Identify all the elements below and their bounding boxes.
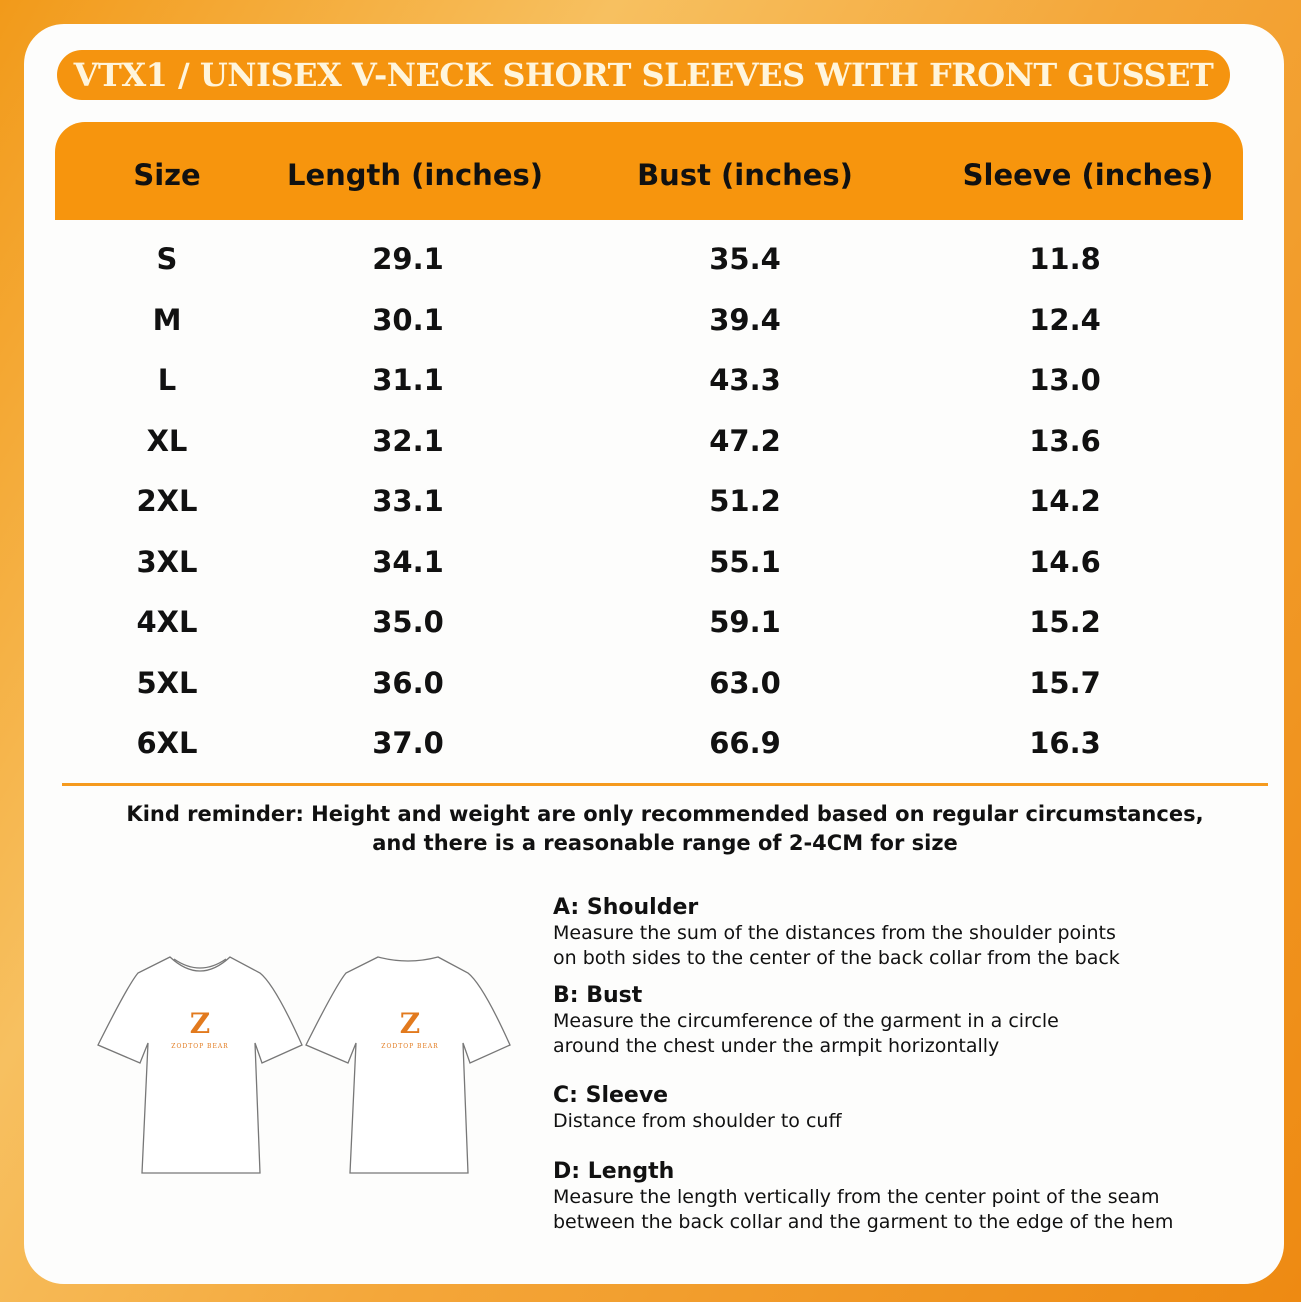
table-cell: 39.4 (709, 302, 781, 337)
reminder-line-1: Kind reminder: Height and weight are onl… (126, 802, 1204, 826)
table-cell: 15.7 (1029, 665, 1101, 700)
table-cell: 5XL (136, 665, 198, 700)
measurement-description: Distance from shoulder to cuff (553, 1110, 842, 1132)
table-cell: XL (146, 423, 188, 458)
table-cell: 33.1 (372, 484, 444, 518)
measurement-item: C: Sleeve Distance from shoulder to cuff (553, 1083, 1253, 1134)
table-cell: 34.1 (372, 544, 444, 579)
measurement-title: A: Shoulder (553, 895, 699, 920)
table-cell: 14.6 (1029, 544, 1101, 579)
table-cell: 35.4 (709, 242, 781, 276)
logo-text-front: ZODTOP BEAR (171, 1043, 228, 1050)
table-cell: 32.1 (372, 423, 444, 458)
measurement-description: between the back collar and the garment … (553, 1211, 1174, 1233)
divider (62, 783, 1268, 786)
table-cell: 37.0 (372, 726, 444, 760)
table-cell: 11.8 (1029, 242, 1101, 276)
table-cell: 15.2 (1029, 605, 1101, 639)
table-cell: 12.4 (1029, 302, 1101, 337)
table-cell: 51.2 (709, 484, 781, 518)
table-cell: 6XL (136, 726, 198, 760)
measurement-item: D: Length Measure the length vertically f… (553, 1159, 1253, 1235)
measurement-description: on both sides to the center of the back … (553, 947, 1120, 969)
tshirt-front: Z ZODTOP BEAR (97, 956, 303, 1174)
measurement-description: Measure the sum of the distances from th… (553, 922, 1116, 944)
measurement-description: Measure the circumference of the garment… (553, 1010, 1059, 1032)
table-cell: 35.0 (372, 605, 444, 639)
table-cell: M (152, 302, 182, 337)
column-header: Length (inches) (286, 158, 544, 192)
table-cell: 14.2 (1029, 484, 1101, 518)
column-header: Bust (inches) (637, 158, 853, 192)
measurement-description: around the chest under the armpit horizo… (553, 1035, 1000, 1057)
logo-z: Z (400, 1007, 420, 1040)
table-cell: 13.6 (1029, 423, 1101, 458)
measurement-description: Measure the length vertically from the c… (553, 1186, 1160, 1208)
table-cell: 47.2 (709, 423, 781, 458)
measurement-title: C: Sleeve (553, 1083, 669, 1108)
table-header (55, 122, 1243, 220)
table-cell: 4XL (136, 605, 198, 639)
logo-z: Z (190, 1007, 210, 1040)
measurement-title: D: Length (553, 1159, 675, 1184)
page-title: VTX1 / UNISEX V-NECK SHORT SLEEVES WITH … (57, 50, 1230, 100)
table-cell: 66.9 (709, 726, 781, 760)
table-cell: 13.0 (1029, 363, 1101, 397)
table-cell: 30.1 (372, 302, 444, 337)
table-cell: 3XL (136, 544, 198, 579)
table-cell: 36.0 (372, 665, 444, 700)
measurement-item: B: Bust Measure the circumference of the … (553, 983, 1253, 1059)
measurement-item: A: Shoulder Measure the sum of the distan… (553, 895, 1253, 971)
reminder-line-2: and there is a reasonable range of 2-4CM… (372, 831, 958, 855)
tshirt-back: Z ZODTOP BEAR (305, 956, 511, 1174)
column-header: Size (133, 158, 201, 192)
column-header: Sleeve (inches) (962, 158, 1214, 192)
table-cell: 16.3 (1029, 726, 1101, 760)
table-cell: 31.1 (372, 363, 444, 397)
table-cell: 63.0 (709, 665, 781, 700)
table-cell: L (157, 363, 177, 397)
tshirt-illustration: Z ZODTOP BEAR Z ZODTOP BEAR (97, 956, 511, 1174)
kind-reminder: Kind reminder: Height and weight are onl… (60, 800, 1270, 858)
table-cell: 59.1 (709, 605, 781, 639)
table-cell: 43.3 (709, 363, 781, 397)
measurement-title: B: Bust (553, 983, 643, 1008)
logo-text-back: ZODTOP BEAR (381, 1043, 438, 1050)
table-cell: S (156, 242, 178, 276)
table-cell: 29.1 (372, 242, 444, 276)
table-cell: 55.1 (709, 544, 781, 579)
table-cell: 2XL (136, 484, 198, 518)
